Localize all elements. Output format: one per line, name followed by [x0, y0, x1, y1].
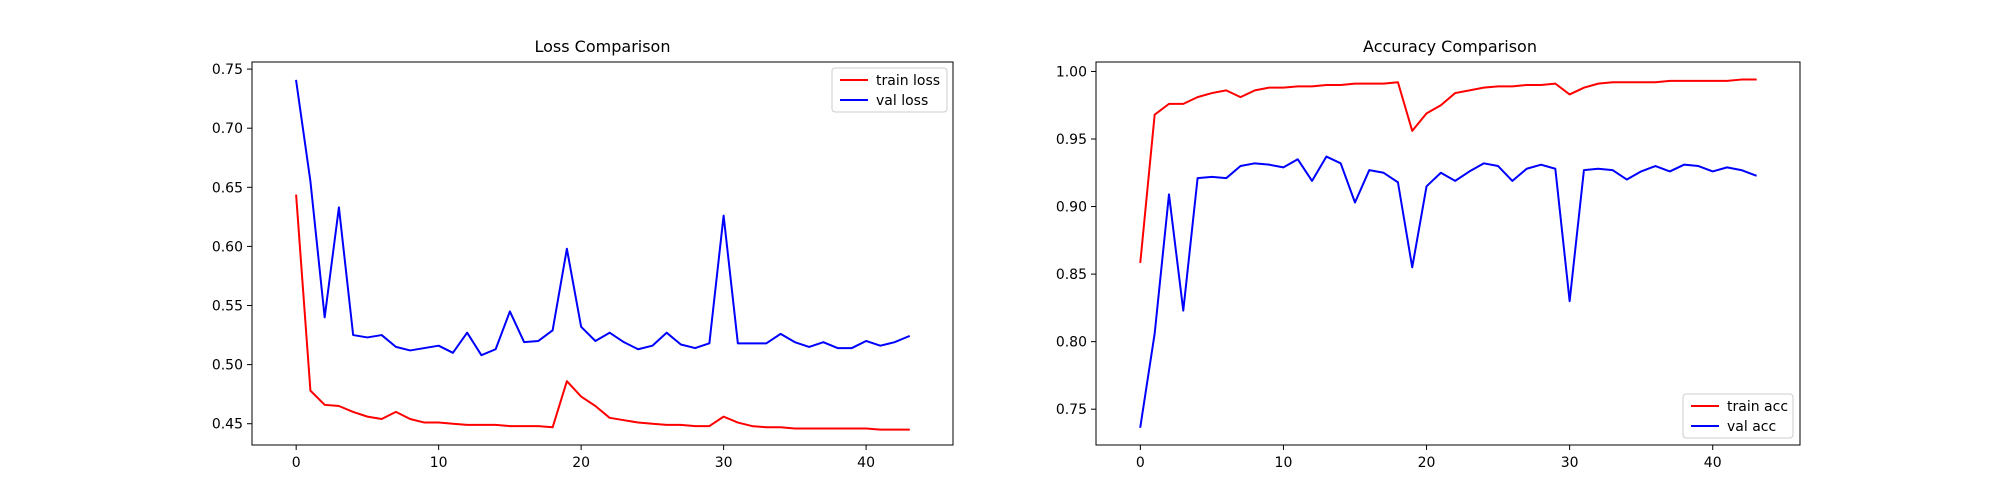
accuracy-x-tick-label: 40	[1704, 455, 1722, 471]
accuracy-chart-plot-area: 0 10 20 30 40 0.75 0.80 0.85 0.90 0.95 1.00 train a…	[1056, 61, 1801, 471]
accuracy-y-tick-label: 0.75	[1056, 402, 1087, 418]
accuracy-y-tick-label: 0.95	[1056, 132, 1087, 148]
loss-series-line-train	[295, 194, 910, 431]
accuracy-series-line-train	[1139, 78, 1757, 264]
loss-y-tick-label: 0.45	[212, 417, 243, 433]
loss-legend: train loss val loss	[831, 67, 948, 113]
loss-legend-label: val loss	[876, 93, 928, 109]
accuracy-axes-frame	[1095, 61, 1801, 446]
loss-series-line-val	[295, 79, 911, 357]
accuracy-legend-label: val acc	[1727, 419, 1776, 435]
loss-y-tick-label: 0.70	[212, 121, 243, 137]
accuracy-y-tick-label: 0.85	[1056, 267, 1087, 283]
accuracy-x-tick-label: 20	[1418, 455, 1436, 471]
loss-y-tick-label: 0.65	[212, 180, 243, 196]
accuracy-chart-title: Accuracy Comparison	[1363, 37, 1537, 56]
loss-chart-title: Loss Comparison	[535, 37, 671, 56]
accuracy-y-tick-label: 0.80	[1056, 335, 1087, 351]
accuracy-y-tick-label: 1.00	[1056, 64, 1087, 80]
accuracy-series-line-val	[1139, 155, 1757, 428]
accuracy-y-tick-label: 0.90	[1056, 200, 1087, 216]
accuracy-legend: train acc val acc	[1682, 393, 1794, 439]
loss-y-tick-label: 0.60	[212, 239, 243, 255]
loss-y-tick-label: 0.50	[212, 358, 243, 374]
loss-x-tick-label: 10	[430, 455, 448, 471]
accuracy-chart: Accuracy Comparison 0 10 20 30 40 0.75 0.80 0.8…	[1056, 37, 1801, 471]
accuracy-x-tick-label: 0	[1136, 455, 1145, 471]
loss-x-tick-label: 40	[857, 455, 875, 471]
accuracy-x-tick-label: 30	[1561, 455, 1579, 471]
loss-y-tick-label: 0.55	[212, 299, 243, 315]
accuracy-x-tick-label: 10	[1275, 455, 1293, 471]
loss-chart: Loss Comparison 0 10 20 30 40 0.45 0.50 0.55 0.6…	[212, 37, 954, 471]
accuracy-legend-label: train acc	[1727, 399, 1788, 415]
loss-axes-frame	[251, 61, 954, 446]
loss-x-tick-label: 20	[572, 455, 590, 471]
loss-chart-plot-area: 0 10 20 30 40 0.45 0.50 0.55 0.60 0.65 0.70 0.75 tra…	[212, 61, 954, 471]
loss-x-tick-label: 0	[292, 455, 301, 471]
loss-x-tick-label: 30	[715, 455, 733, 471]
loss-legend-label: train loss	[876, 73, 940, 89]
loss-y-tick-label: 0.75	[212, 62, 243, 78]
